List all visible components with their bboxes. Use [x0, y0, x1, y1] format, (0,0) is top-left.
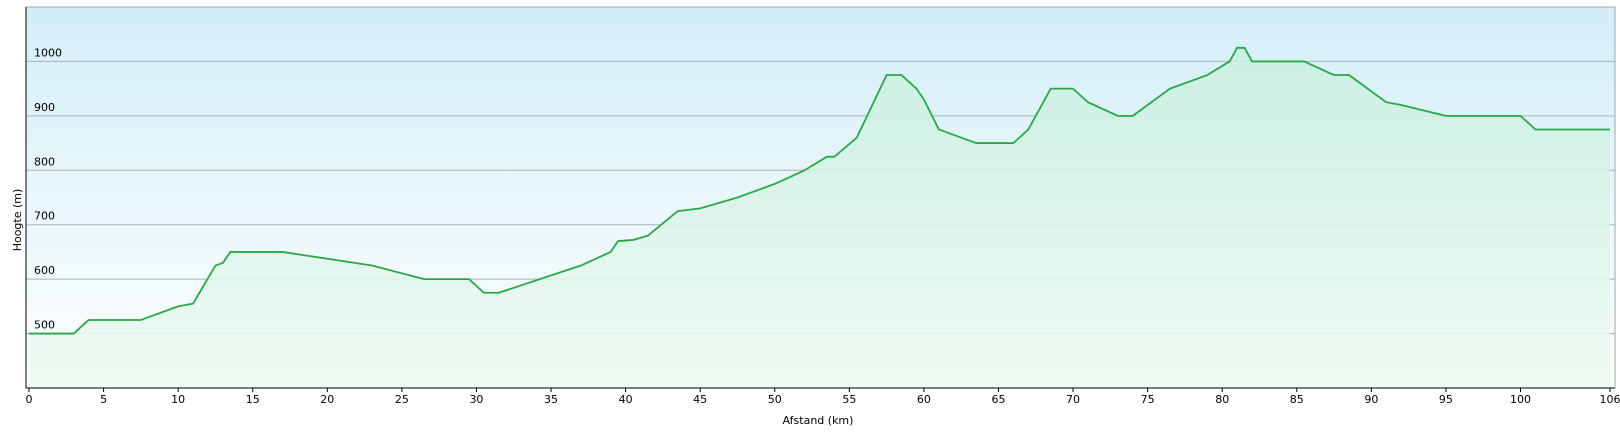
- x-tick-label: 50: [768, 393, 782, 406]
- x-tick-label: 20: [320, 393, 334, 406]
- y-tick-label: 700: [34, 210, 55, 223]
- x-tick-label: 25: [395, 393, 409, 406]
- line: [29, 46, 1610, 335]
- x-tick-label: 15: [246, 393, 260, 406]
- y-tick-label: 600: [34, 264, 55, 277]
- x-tick-label: 106: [1600, 393, 1620, 406]
- x-tick-label: 55: [842, 393, 856, 406]
- x-tick-label: 40: [619, 393, 633, 406]
- x-tick-label: 95: [1439, 393, 1453, 406]
- y-tick-label: 800: [34, 155, 55, 168]
- x-tick-label: 45: [693, 393, 707, 406]
- x-axis-title: Afstand (km): [783, 414, 854, 427]
- y-tick-label: 900: [34, 101, 55, 114]
- y-tick-label: 500: [34, 319, 55, 332]
- y-tick-label: 1000: [34, 46, 62, 59]
- x-tick-label: 60: [917, 393, 931, 406]
- x-tick-label: 10: [171, 393, 185, 406]
- x-tick-label: 35: [544, 393, 558, 406]
- x-tick-label: 5: [100, 393, 107, 406]
- area: [29, 47, 1610, 388]
- x-tick-label: 70: [1066, 393, 1080, 406]
- x-tick-label: 65: [991, 393, 1005, 406]
- x-tick-label: 0: [26, 393, 33, 406]
- x-tick-label: 80: [1215, 393, 1229, 406]
- x-tick-label: 85: [1290, 393, 1304, 406]
- x-tick-label: 100: [1510, 393, 1531, 406]
- x-tick-label: 30: [469, 393, 483, 406]
- y-axis-title: Hoogte (m): [11, 189, 24, 252]
- x-tick-label: 75: [1141, 393, 1155, 406]
- x-tick-label: 90: [1364, 393, 1378, 406]
